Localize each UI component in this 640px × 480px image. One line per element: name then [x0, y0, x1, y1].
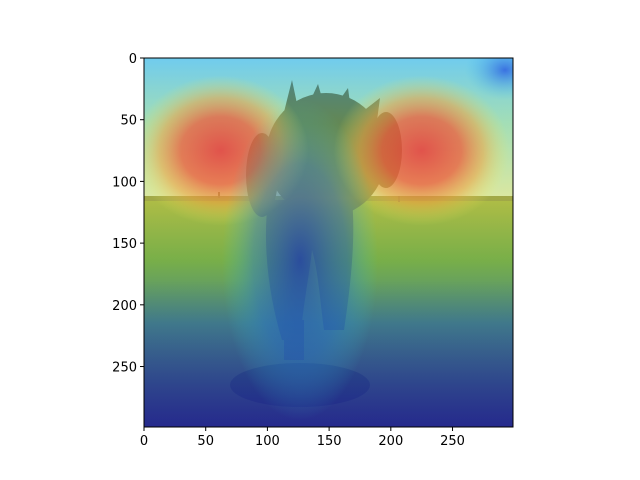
y-tick-label: 50	[120, 114, 137, 129]
y-tick-label: 150	[112, 237, 137, 252]
y-tick-label: 200	[112, 299, 137, 314]
x-tick-label: 150	[317, 434, 342, 449]
x-axis: 0 50 100 150 200 250	[140, 427, 465, 449]
y-tick-label: 250	[112, 361, 137, 376]
y-tick-label: 100	[112, 175, 137, 190]
attention-hotspot	[333, 75, 510, 226]
x-tick-label: 100	[255, 434, 280, 449]
x-tick-label: 50	[197, 434, 214, 449]
x-tick-label: 200	[378, 434, 403, 449]
y-tick-label: 0	[129, 52, 137, 67]
y-axis: 0 50 100 150 200 250	[112, 52, 144, 376]
x-tick-label: 250	[440, 434, 465, 449]
x-tick-label: 0	[140, 434, 148, 449]
attention-heatmap-overlay	[144, 58, 513, 427]
axes-frame	[143, 57, 514, 428]
